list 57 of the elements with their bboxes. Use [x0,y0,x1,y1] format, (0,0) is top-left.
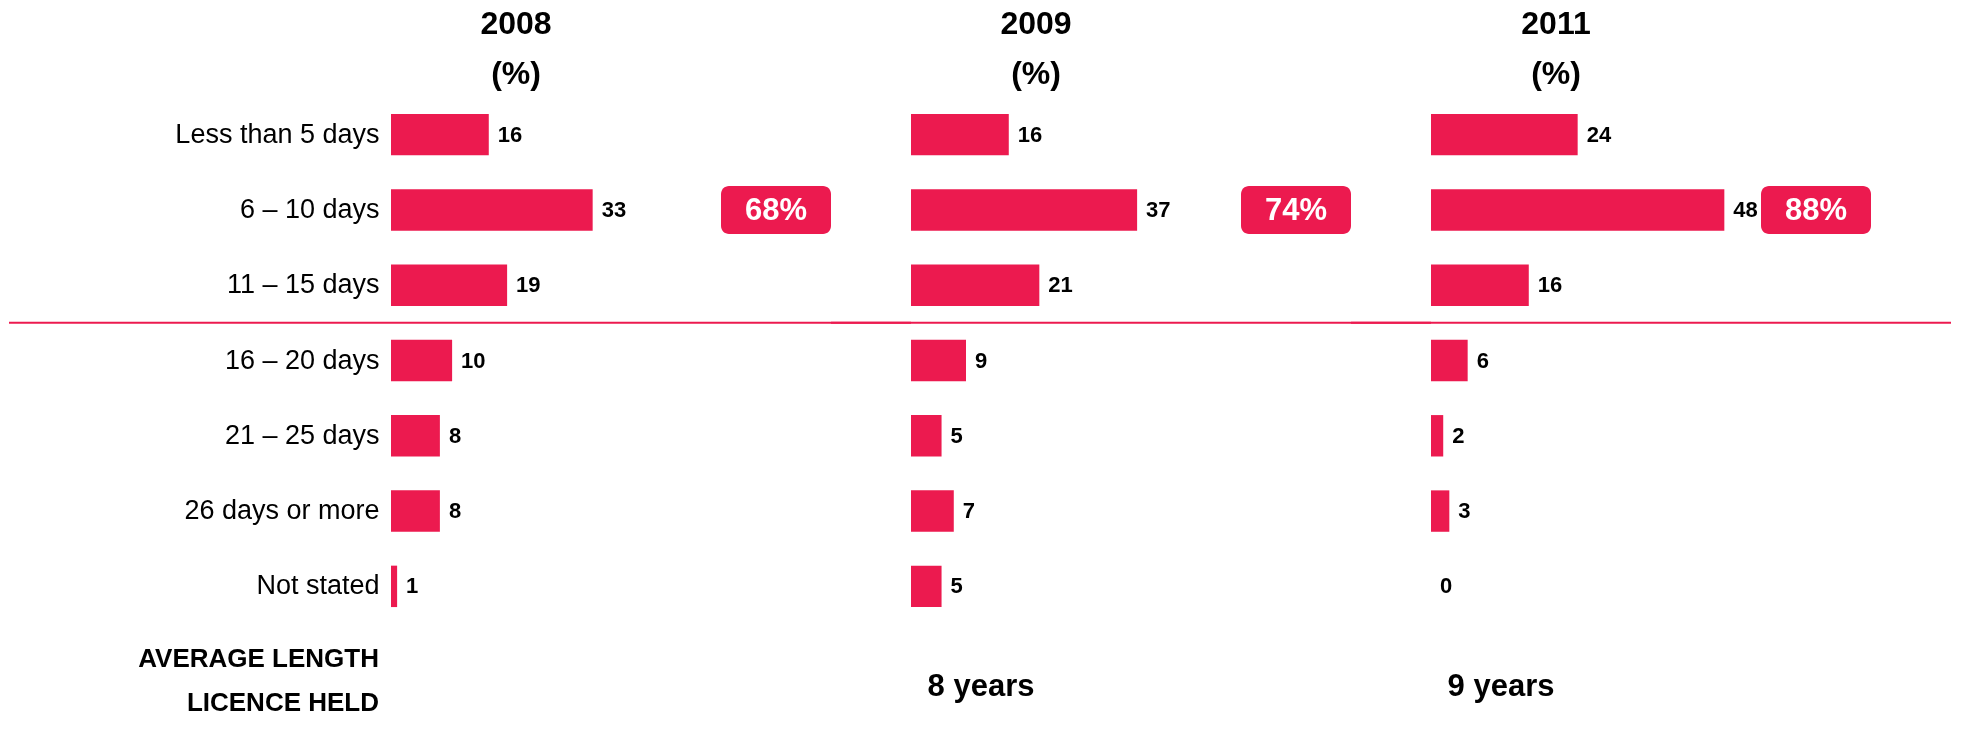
y-tick-label: Less than 5 days [175,118,380,149]
bar [911,113,1009,156]
bar [911,264,1040,306]
y-tick-label: 21 – 25 days [224,419,380,450]
data-label: 8 [448,498,462,524]
chart-title: 2008 (%) [480,5,552,91]
bar [391,189,593,231]
data-label: 33 [601,196,627,222]
bar [1431,264,1529,306]
data-label: 48 [1733,196,1758,222]
bar [911,339,966,382]
bar [391,113,489,156]
data-label: 6 [1476,347,1489,373]
bar [1431,415,1444,457]
y-tick-label: 11 – 15 days [226,269,380,300]
bar [391,415,440,457]
data-label: 24 [1586,121,1612,147]
data-label: 16 [1017,121,1043,147]
y-tick-label: Not stated [256,570,380,601]
text: 8 years [927,668,1035,703]
text: 68% [744,191,808,227]
data-label: 5 [950,422,963,448]
data-label: 21 [1048,272,1073,298]
text: 9 years [1447,668,1555,703]
bar [391,490,440,532]
data-label: 3 [1458,498,1471,524]
chart-title: 2009 (%) [1000,5,1072,91]
bar [1431,339,1468,382]
data-label: 5 [950,573,963,599]
bar [911,415,942,457]
bar [1431,189,1725,231]
data-label: 7 [962,498,976,524]
text: 88% [1784,191,1848,227]
data-label: 37 [1146,196,1171,222]
text: AVERAGE LENGTH LICENCE HELD [138,643,379,717]
y-tick-label: 6 – 10 days [239,193,380,224]
data-label: 10 [461,347,486,373]
data-label: 19 [516,272,541,298]
data-label: 9 [975,347,988,373]
data-label: 16 [497,121,523,147]
data-label: 16 [1537,272,1563,298]
bar [911,189,1138,231]
data-label: 8 [448,422,462,448]
bar [391,565,398,608]
data-label: 0 [1440,573,1453,599]
chart-title: 2011 (%) [1521,5,1591,91]
bar [1431,490,1450,532]
data-label: 1 [406,573,419,599]
y-tick-label: 26 days or more [184,495,380,526]
bar [911,565,942,608]
data-label: 2 [1452,422,1465,448]
bar [391,339,453,382]
bar [391,264,508,306]
bar [911,490,954,532]
bar [1431,113,1578,156]
y-tick-label: 16 – 20 days [224,344,380,375]
text: 74% [1264,191,1328,227]
